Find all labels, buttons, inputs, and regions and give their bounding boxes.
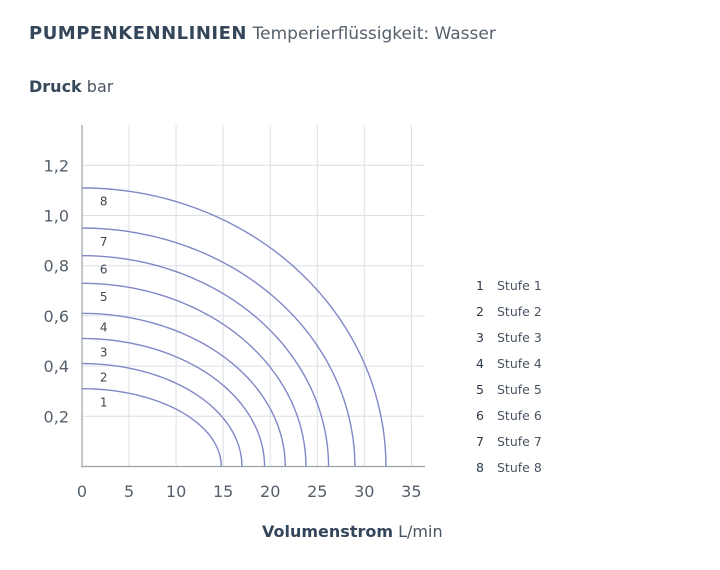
legend-item: 5 Stufe 5: [476, 376, 596, 402]
x-tick-label: 10: [166, 482, 186, 501]
curve-label-3: 3: [100, 345, 108, 359]
pump-curve-5: [81, 282, 307, 467]
x-tick-label: 5: [124, 482, 134, 501]
pump-curve-4: [81, 312, 286, 467]
x-axis-unit: L/min: [398, 522, 443, 541]
curve-label-6: 6: [100, 262, 108, 276]
legend-item: 4 Stufe 4: [476, 350, 596, 376]
curve-label-4: 4: [100, 320, 108, 334]
legend-item: 8 Stufe 8: [476, 455, 596, 481]
y-axis-title: Druck bar: [29, 76, 113, 98]
y-tick-label: 0,8: [44, 257, 69, 276]
x-axis-title: Volumenstrom L/min: [262, 521, 443, 543]
pump-curve-7: [81, 227, 356, 467]
legend-label: Stufe 8: [497, 460, 542, 476]
x-tick-label: 30: [354, 482, 374, 501]
chart-title: PUMPENKENNLINIEN: [29, 23, 247, 44]
legend-label: Stufe 6: [497, 408, 542, 424]
legend-number: 4: [476, 355, 484, 371]
curve-label-5: 5: [100, 290, 108, 304]
legend-label: Stufe 1: [497, 277, 542, 293]
pump-curve-1: [81, 387, 222, 467]
legend-label: Stufe 4: [497, 355, 542, 371]
legend-number: 2: [476, 303, 484, 319]
curve-label-8: 8: [100, 195, 108, 209]
pump-curve-3: [81, 337, 266, 467]
x-tick-label: 0: [77, 482, 87, 501]
legend-item: 6 Stufe 6: [476, 402, 596, 428]
x-tick-label: 15: [213, 482, 233, 501]
curve-label-1: 1: [100, 396, 108, 410]
legend-label: Stufe 2: [497, 303, 542, 319]
y-tick-label: 0,4: [44, 357, 69, 376]
legend-item: 1 Stufe 1: [476, 272, 596, 298]
legend-label: Stufe 5: [497, 381, 542, 397]
legend-number: 7: [476, 434, 484, 450]
legend-label: Stufe 7: [497, 434, 542, 450]
curve-label-7: 7: [100, 235, 108, 249]
pump-curve-8: [81, 187, 387, 467]
legend: 1 Stufe 1 2 Stufe 2 3 Stufe 3 4 Stufe 4 5 Stu…: [476, 272, 596, 481]
legend-item: 3 Stufe 3: [476, 324, 596, 350]
legend-item: 2 Stufe 2: [476, 298, 596, 324]
y-tick-label: 0,6: [44, 307, 69, 326]
y-tick-label: 1,2: [44, 156, 69, 175]
legend-item: 7 Stufe 7: [476, 429, 596, 455]
legend-number: 6: [476, 408, 484, 424]
legend-number: 3: [476, 329, 484, 345]
y-axis-unit: bar: [86, 77, 114, 96]
chart-subtitle: Temperierflüssigkeit: Wasser: [252, 24, 496, 44]
x-tick-label: 25: [307, 482, 327, 501]
y-tick-label: 1,0: [44, 207, 69, 226]
legend-number: 8: [476, 460, 484, 476]
legend-number: 1: [476, 277, 484, 293]
y-axis-label: Druck: [29, 77, 82, 96]
legend-number: 5: [476, 381, 484, 397]
legend-label: Stufe 3: [497, 329, 542, 345]
x-axis-label: Volumenstrom: [262, 522, 394, 541]
y-tick-label: 0,2: [44, 407, 69, 426]
curve-label-2: 2: [100, 371, 108, 385]
pump-curve-2: [81, 362, 243, 467]
x-tick-label: 20: [260, 482, 280, 501]
pump-curve-6: [81, 254, 330, 467]
page-title: PUMPENKENNLINIEN Temperierflüssigkeit: W…: [29, 22, 496, 46]
x-tick-label: 35: [401, 482, 421, 501]
